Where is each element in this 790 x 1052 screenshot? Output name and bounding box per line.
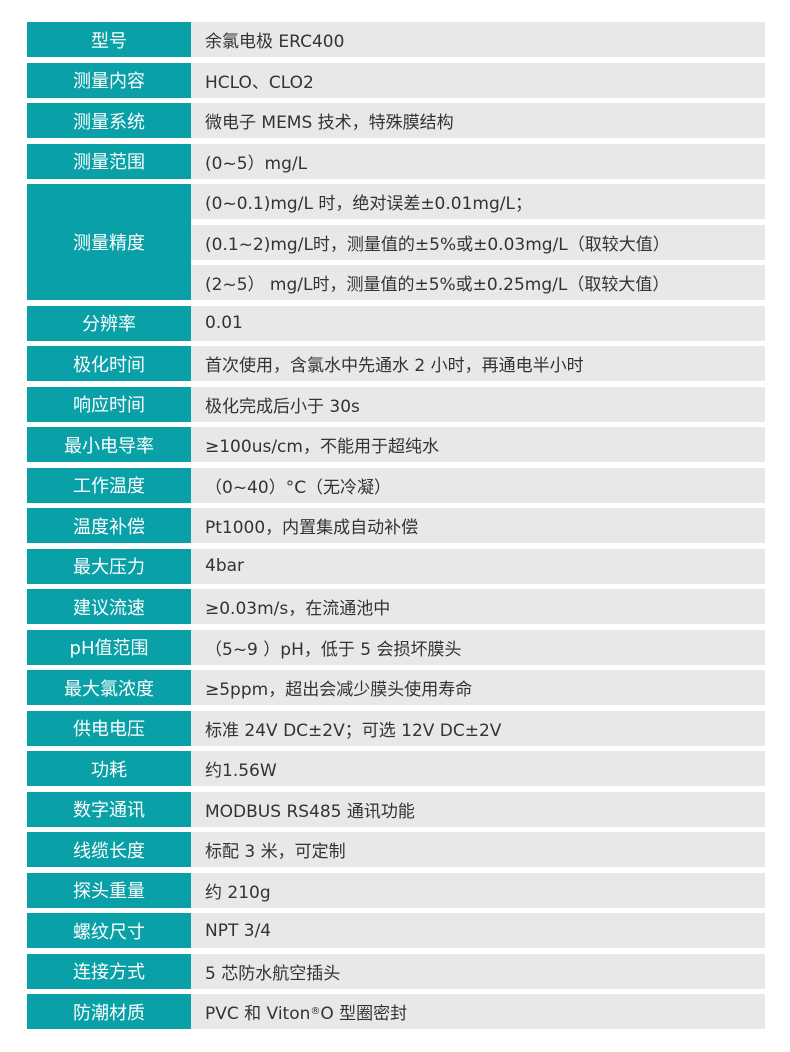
spec-value: HCLO、CLO2 [191,62,765,98]
spec-value: MODBUS RS485 通讯功能 [191,791,765,827]
spec-values: 约1.56W [191,751,765,786]
spec-value: (0.1~2)mg/L时，测量值的±5%或±0.03mg/L（取较大值） [191,224,765,260]
spec-label: pH值范围 [27,629,191,665]
spec-label: 测量范围 [27,143,191,179]
spec-label: 线缆长度 [27,832,191,867]
spec-value: 标配 3 米，可定制 [191,832,765,867]
spec-row: 温度补偿 Pt1000，内置集成自动补偿 [27,508,765,543]
spec-values: （0~40）°C（无冷凝） [191,467,765,503]
spec-row: 数字通讯 MODBUS RS485 通讯功能 [27,791,765,827]
spec-value: ≥5ppm，超出会减少膜头使用寿命 [191,670,765,705]
spec-row: 最大氯浓度 ≥5ppm，超出会减少膜头使用寿命 [27,670,765,705]
spec-row: 供电电压 标准 24V DC±2V；可选 12V DC±2V [27,710,765,746]
spec-value: (2~5） mg/L时，测量值的±5%或±0.25mg/L（取较大值） [191,265,765,300]
spec-values: 余氯电极 ERC400 [191,22,765,57]
spec-values: 标配 3 米，可定制 [191,832,765,867]
spec-value: 标准 24V DC±2V；可选 12V DC±2V [191,710,765,746]
spec-row: 测量内容 HCLO、CLO2 [27,62,765,98]
spec-values: 5 芯防水航空插头 [191,953,765,989]
spec-label: 连接方式 [27,953,191,989]
spec-label: 工作温度 [27,467,191,503]
spec-values: 约 210g [191,872,765,908]
spec-values: PVC 和 Viton ® O 型圈密封 [191,994,765,1029]
spec-row: 功耗 约1.56W [27,751,765,786]
spec-row: 测量范围 (0~5）mg/L [27,143,765,179]
spec-values: 标准 24V DC±2V；可选 12V DC±2V [191,710,765,746]
spec-value: 微电子 MEMS 技术，特殊膜结构 [191,103,765,138]
spec-row: 防潮材质 PVC 和 Viton ® O 型圈密封 [27,994,765,1029]
spec-value: 首次使用，含氯水中先通水 2 小时，再通电半小时 [191,346,765,381]
spec-row: 测量精度 (0~0.1)mg/L 时，绝对误差±0.01mg/L； (0.1~2)m… [27,184,765,300]
spec-label: 供电电压 [27,710,191,746]
spec-values: ≥100us/cm，不能用于超纯水 [191,427,765,462]
spec-row: 螺纹尺寸 NPT 3/4 [27,913,765,948]
spec-label: 测量系统 [27,103,191,138]
spec-table: 型号 余氯电极 ERC400 测量内容 HCLO、CLO2 测量系统 微电子 MEMS 技… [27,22,765,1029]
spec-label: 螺纹尺寸 [27,913,191,948]
spec-row: 工作温度 （0~40）°C（无冷凝） [27,467,765,503]
spec-label: 探头重量 [27,872,191,908]
spec-label: 最小电导率 [27,427,191,462]
spec-value: 4bar [191,548,765,584]
spec-row: 连接方式 5 芯防水航空插头 [27,953,765,989]
spec-row: 最大压力 4bar [27,548,765,584]
spec-value: 约1.56W [191,751,765,786]
spec-value: NPT 3/4 [191,913,765,948]
spec-value: ≥100us/cm，不能用于超纯水 [191,427,765,462]
spec-label: 测量精度 [27,184,191,300]
spec-values: HCLO、CLO2 [191,62,765,98]
spec-label: 功耗 [27,751,191,786]
spec-values: ≥5ppm，超出会减少膜头使用寿命 [191,670,765,705]
spec-values: 微电子 MEMS 技术，特殊膜结构 [191,103,765,138]
spec-value: PVC 和 Viton ® O 型圈密封 [191,994,765,1029]
spec-label: 防潮材质 [27,994,191,1029]
spec-values: MODBUS RS485 通讯功能 [191,791,765,827]
spec-values: NPT 3/4 [191,913,765,948]
spec-value: （5~9 ）pH，低于 5 会损坏膜头 [191,629,765,665]
spec-value: 0.01 [191,305,765,341]
spec-value: （0~40）°C（无冷凝） [191,467,765,503]
spec-row: 测量系统 微电子 MEMS 技术，特殊膜结构 [27,103,765,138]
spec-value: 约 210g [191,872,765,908]
spec-values: 极化完成后小于 30s [191,386,765,422]
spec-row: 极化时间 首次使用，含氯水中先通水 2 小时，再通电半小时 [27,346,765,381]
spec-value: (0~0.1)mg/L 时，绝对误差±0.01mg/L； [191,184,765,219]
spec-values: 首次使用，含氯水中先通水 2 小时，再通电半小时 [191,346,765,381]
spec-values: 4bar [191,548,765,584]
spec-row: 型号 余氯电极 ERC400 [27,22,765,57]
spec-value: 极化完成后小于 30s [191,386,765,422]
spec-values: ≥0.03m/s，在流通池中 [191,589,765,624]
spec-row: pH值范围 （5~9 ）pH，低于 5 会损坏膜头 [27,629,765,665]
spec-row: 线缆长度 标配 3 米，可定制 [27,832,765,867]
spec-value: 5 芯防水航空插头 [191,953,765,989]
spec-value: 余氯电极 ERC400 [191,22,765,57]
spec-row: 响应时间 极化完成后小于 30s [27,386,765,422]
spec-value: (0~5）mg/L [191,143,765,179]
spec-label: 分辨率 [27,305,191,341]
spec-values: (0~0.1)mg/L 时，绝对误差±0.01mg/L； (0.1~2)mg/L时… [191,184,765,300]
spec-row: 分辨率 0.01 [27,305,765,341]
spec-label: 温度补偿 [27,508,191,543]
spec-values: (0~5）mg/L [191,143,765,179]
spec-label: 极化时间 [27,346,191,381]
spec-label: 测量内容 [27,62,191,98]
spec-values: 0.01 [191,305,765,341]
spec-label: 最大压力 [27,548,191,584]
spec-row: 建议流速 ≥0.03m/s，在流通池中 [27,589,765,624]
spec-value: Pt1000，内置集成自动补偿 [191,508,765,543]
spec-value: ≥0.03m/s，在流通池中 [191,589,765,624]
spec-label: 建议流速 [27,589,191,624]
spec-label: 响应时间 [27,386,191,422]
spec-label: 数字通讯 [27,791,191,827]
spec-values: Pt1000，内置集成自动补偿 [191,508,765,543]
spec-label: 型号 [27,22,191,57]
spec-row: 最小电导率 ≥100us/cm，不能用于超纯水 [27,427,765,462]
spec-values: （5~9 ）pH，低于 5 会损坏膜头 [191,629,765,665]
spec-row: 探头重量约 210g [27,872,765,908]
spec-label: 最大氯浓度 [27,670,191,705]
